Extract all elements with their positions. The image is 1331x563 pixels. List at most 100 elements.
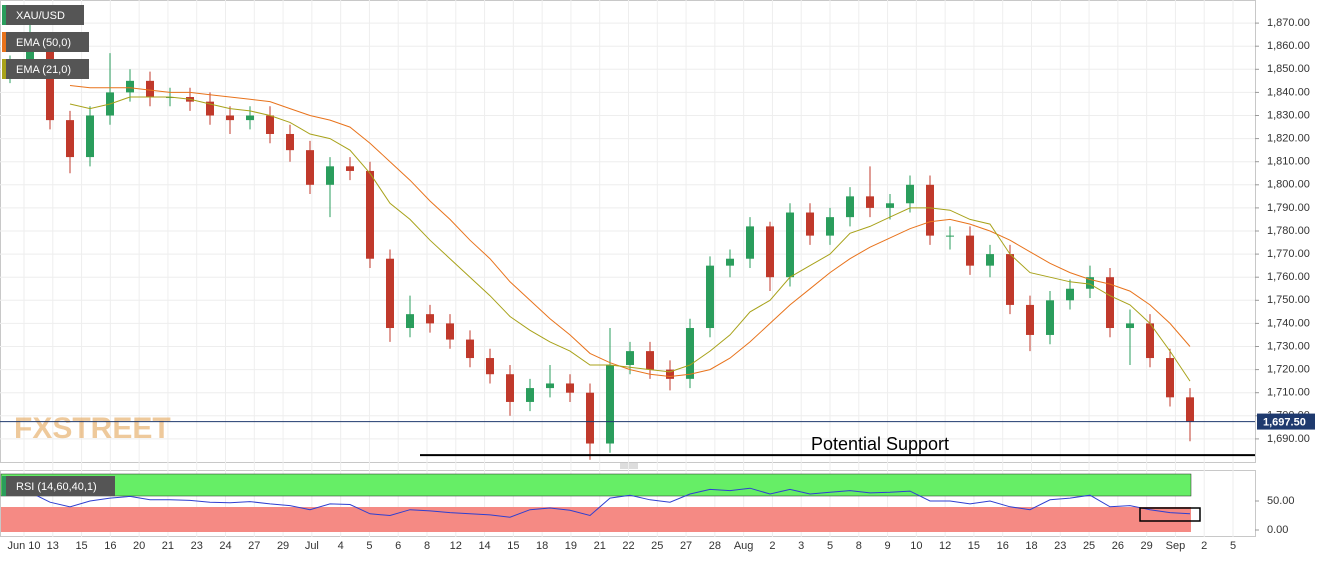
annotation-text: Potential Support <box>811 434 949 454</box>
candle-body <box>446 323 454 340</box>
candle-body <box>346 166 354 171</box>
x-tick-label: 16 <box>104 540 116 552</box>
candle-body <box>766 226 774 278</box>
candle-body <box>946 235 954 237</box>
candle-body <box>206 101 214 116</box>
x-tick-label: 18 <box>1025 540 1037 552</box>
x-tick-label: 25 <box>651 540 663 552</box>
candle-body <box>726 258 734 266</box>
y-tick-label: 1,740.00 <box>1267 317 1310 329</box>
candle-body <box>906 184 914 204</box>
x-tick-label: 25 <box>1083 540 1095 552</box>
legend-box <box>2 59 89 79</box>
candle-body <box>746 226 754 259</box>
legend-swatch <box>2 59 6 79</box>
legend-entry: EMA (50,0) <box>16 37 71 49</box>
marks <box>0 6 1255 522</box>
candle-body <box>406 314 414 329</box>
candle-body <box>626 351 634 365</box>
candle-body <box>246 115 254 121</box>
rsi-name: RSI (14,60,40,1) <box>16 481 97 493</box>
candle-body <box>886 203 894 208</box>
candle-body <box>386 258 394 329</box>
y-tick-label: 1,850.00 <box>1267 63 1310 75</box>
y-tick-label: 1,840.00 <box>1267 86 1310 98</box>
candle-body <box>586 392 594 444</box>
y-tick-label: 1,780.00 <box>1267 225 1310 237</box>
y-tick-label: 1,800.00 <box>1267 179 1310 191</box>
candle-body <box>686 328 694 379</box>
rsi-line <box>9 487 1191 518</box>
candle-body <box>466 339 474 359</box>
x-tick-label: 8 <box>856 540 862 552</box>
y-tick-label: 1,870.00 <box>1267 17 1310 29</box>
x-tick-label: 3 <box>798 540 804 552</box>
x-tick-label: 20 <box>133 540 145 552</box>
candle-body <box>566 383 574 393</box>
candle-body <box>526 388 534 402</box>
candle-body <box>926 184 934 236</box>
last-price-tag <box>1257 413 1315 430</box>
candle-body <box>1106 277 1114 329</box>
ema-line <box>69 85 1191 378</box>
y-tick-label: 1,750.00 <box>1267 294 1310 306</box>
candle-body <box>326 166 334 185</box>
candle-body <box>486 358 494 375</box>
candle-body <box>1126 323 1134 329</box>
candle-body <box>226 115 234 121</box>
candle-body <box>286 133 294 151</box>
y-tick-label: 1,790.00 <box>1267 202 1310 214</box>
candle-body <box>126 80 134 93</box>
y-tick-label: 1,770.00 <box>1267 248 1310 260</box>
x-tick-label: 15 <box>75 540 87 552</box>
y-tick-label: 1,690.00 <box>1267 433 1310 445</box>
x-tick-label: 29 <box>277 540 289 552</box>
watermark: FXSTREET <box>14 412 171 445</box>
x-tick-label: 22 <box>622 540 634 552</box>
y-tick-label: 1,810.00 <box>1267 156 1310 168</box>
candle-body <box>846 196 854 218</box>
y-tick-label: 1,830.00 <box>1267 109 1310 121</box>
x-tick-label: 27 <box>680 540 692 552</box>
x-tick-label: 16 <box>997 540 1009 552</box>
candle-body <box>1046 300 1054 335</box>
legend-box <box>2 32 89 52</box>
x-tick-label: 18 <box>536 540 548 552</box>
x-tick-label: 5 <box>827 540 833 552</box>
y-tick-label: 1,860.00 <box>1267 40 1310 52</box>
candle-body <box>1026 304 1034 335</box>
x-tick-label: 10 <box>910 540 922 552</box>
candle-body <box>1066 288 1074 301</box>
y-tick-label: 1,730.00 <box>1267 340 1310 352</box>
candle-body <box>866 196 874 208</box>
x-tick-label: 19 <box>565 540 577 552</box>
last-price-label: 1,697.50 <box>1263 416 1306 428</box>
x-tick-label: 15 <box>507 540 519 552</box>
candle-body <box>806 212 814 236</box>
grid <box>0 0 1259 537</box>
candle-body <box>1186 397 1194 422</box>
x-tick-label: 5 <box>366 540 372 552</box>
x-tick-label: 8 <box>424 540 430 552</box>
x-tick-label: 4 <box>338 540 344 552</box>
candle-body <box>786 212 794 278</box>
x-tick-label: 2 <box>1201 540 1207 552</box>
rsi-tick-label: 50.00 <box>1267 495 1295 507</box>
candle-body <box>1086 277 1094 289</box>
ema-line <box>69 96 1191 382</box>
x-tick-label: Jun 10 <box>7 540 40 552</box>
candle-body <box>826 217 834 236</box>
x-tick-label: Sep <box>1166 540 1186 552</box>
candle-body <box>66 120 74 158</box>
candle-body <box>86 115 94 158</box>
legend-box <box>2 476 115 496</box>
candle-body <box>646 351 654 370</box>
y-tick-label: 1,820.00 <box>1267 133 1310 145</box>
legend-swatch <box>2 5 6 25</box>
candle-body <box>306 150 314 185</box>
candle-body <box>266 115 274 134</box>
x-tick-label: 12 <box>939 540 951 552</box>
x-tick-label: 26 <box>1112 540 1124 552</box>
x-tick-label: Aug <box>734 540 754 552</box>
